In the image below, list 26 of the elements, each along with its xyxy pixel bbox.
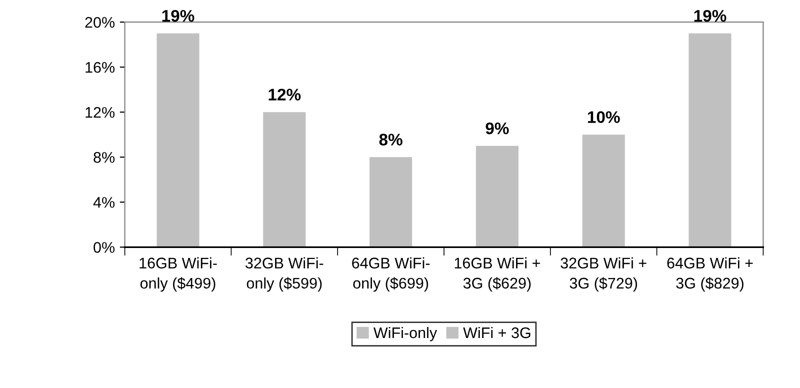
x-tick-label: 32GB WiFi + 3G ($729) bbox=[560, 257, 646, 292]
x-tick-label: 64GB WiFi- only ($699) bbox=[352, 257, 430, 292]
text: 8% bbox=[379, 134, 402, 146]
x-tick-label: 16GB WiFi- only ($499) bbox=[140, 257, 217, 292]
bar bbox=[476, 146, 518, 248]
y-tick-label: 4% bbox=[93, 197, 115, 208]
bar bbox=[370, 157, 412, 248]
text: 12% bbox=[268, 88, 301, 100]
bar bbox=[263, 112, 306, 248]
text: 10% bbox=[588, 111, 620, 124]
y-tick-label: 16% bbox=[86, 62, 115, 73]
x-tick-label: 16GB WiFi + 3G ($629) bbox=[454, 257, 540, 292]
legend-label: WiFi-only bbox=[373, 326, 438, 342]
x-tick-label: 32GB WiFi- only ($599) bbox=[246, 257, 324, 292]
text: 19% bbox=[162, 10, 194, 22]
text: 19% bbox=[694, 10, 726, 22]
x-tick-label: 64GB WiFi + 3G ($829) bbox=[667, 257, 753, 292]
y-tick-label: 8% bbox=[94, 152, 115, 163]
legend-label: WiFi + 3G bbox=[463, 326, 530, 338]
y-tick-label: 20% bbox=[85, 16, 115, 28]
bar bbox=[582, 134, 625, 248]
text: 9% bbox=[486, 122, 509, 134]
bar bbox=[156, 33, 200, 248]
y-tick-label: 12% bbox=[86, 107, 115, 118]
y-tick-label: 0% bbox=[94, 242, 115, 253]
bar bbox=[688, 33, 732, 248]
